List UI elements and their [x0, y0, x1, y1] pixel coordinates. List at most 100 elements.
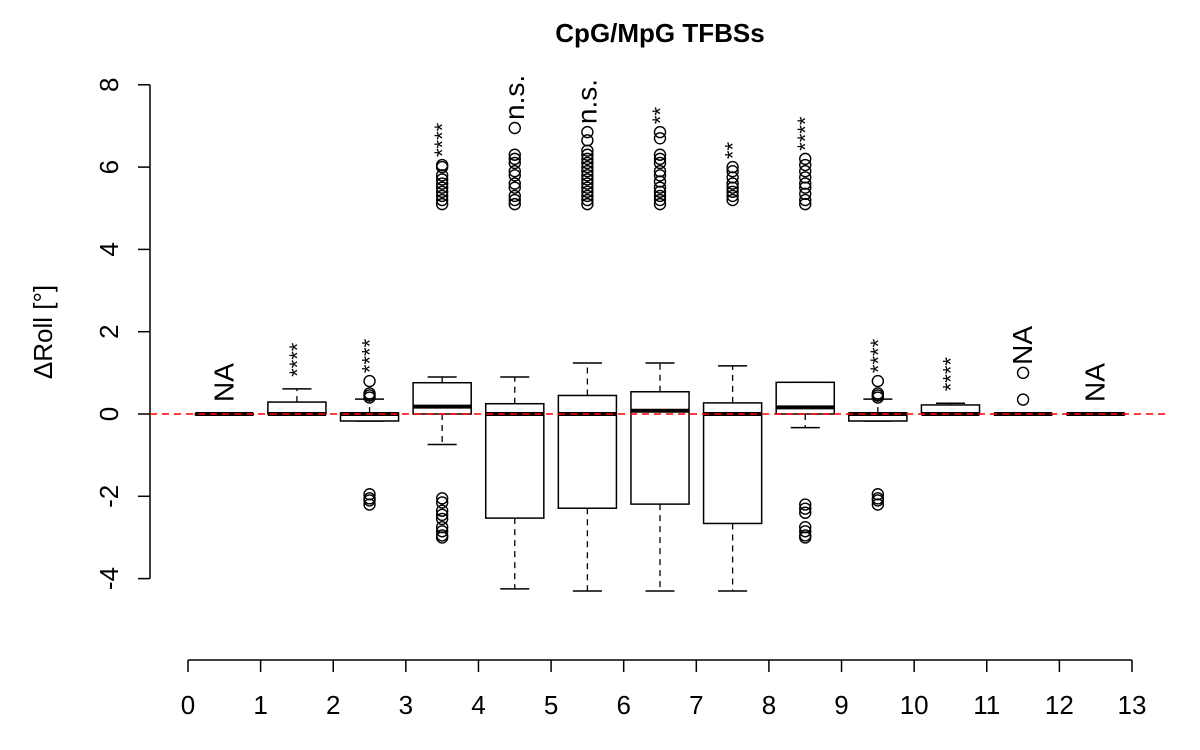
outlier-point [799, 502, 812, 515]
outlier-point [508, 193, 521, 207]
outlier-point [435, 504, 449, 517]
box-group [630, 125, 690, 592]
outlier-point [871, 374, 885, 388]
outlier-point [435, 177, 449, 190]
x-tick-label: 13 [1118, 690, 1147, 720]
outlier-point [508, 156, 521, 170]
box [630, 391, 690, 505]
outlier-point [653, 165, 667, 178]
y-tick-label: -2 [94, 485, 124, 508]
significance-annotation: NA [208, 363, 239, 402]
outlier-point [363, 488, 376, 501]
significance-annotation: ** [721, 142, 746, 160]
outlier-point [581, 173, 594, 186]
outlier-point [581, 181, 594, 194]
outlier-point [581, 169, 594, 182]
x-tick-label: 5 [544, 690, 558, 720]
outlier-point [653, 132, 667, 145]
y-tick-label: 8 [94, 78, 124, 92]
outlier-point [726, 185, 739, 198]
outlier-point [435, 181, 449, 194]
outlier-point [726, 177, 739, 190]
x-tick-label: 10 [900, 690, 929, 720]
box-group [412, 158, 472, 544]
outlier-point [435, 496, 449, 509]
outlier-point [581, 189, 594, 203]
outlier-point [435, 525, 449, 538]
outlier-point [871, 498, 885, 511]
outlier-point [363, 494, 376, 507]
significance-annotation: ** [648, 107, 673, 125]
outlier-point [581, 134, 594, 147]
outlier-point [581, 160, 594, 174]
outlier-point [871, 488, 885, 501]
outlier-point [653, 152, 667, 166]
outlier-point [508, 121, 521, 135]
outlier-point [653, 156, 667, 170]
outlier-point [726, 189, 739, 203]
x-tick-label: 4 [471, 690, 485, 720]
outlier-point [653, 193, 667, 207]
outlier-point [799, 531, 812, 544]
box [412, 381, 472, 415]
outlier-point [508, 197, 521, 211]
outlier-point [799, 197, 812, 211]
box [702, 402, 763, 525]
outlier-point [799, 181, 812, 194]
box-group [702, 160, 763, 592]
x-tick-label: 6 [616, 690, 630, 720]
outlier-point [1016, 366, 1030, 380]
outlier-point [799, 506, 812, 519]
outlier-point [435, 492, 449, 505]
outlier-point [653, 148, 667, 161]
outlier-point [726, 193, 739, 207]
outlier-point [653, 169, 667, 182]
box-group [848, 374, 908, 511]
outlier-point [435, 512, 449, 526]
outlier-point [435, 197, 449, 211]
box-group [775, 152, 836, 544]
y-tick-label: -4 [94, 567, 124, 590]
outlier-point [363, 387, 376, 400]
box-group [557, 125, 618, 592]
significance-annotation: n.s. [571, 79, 602, 124]
y-axis: -4 -2 0 2 4 6 8 [94, 78, 151, 590]
box-group [267, 388, 327, 416]
outlier-point [653, 185, 667, 198]
outlier-point [435, 193, 449, 207]
outlier-point [799, 520, 812, 534]
significance-annotation: NA [1007, 326, 1038, 365]
significance-annotation: **** [358, 338, 383, 373]
x-tick-label: 0 [181, 690, 195, 720]
outlier-point [726, 160, 739, 174]
outlier-point [435, 520, 449, 534]
outlier-point [435, 531, 449, 544]
outlier-point [508, 152, 521, 166]
x-axis: 0 1 2 3 4 5 6 7 8 9 10 11 12 13 [181, 659, 1147, 720]
outlier-point [726, 171, 739, 184]
outlier-point [435, 173, 449, 186]
x-tick-label: 12 [1045, 690, 1074, 720]
outlier-point [726, 165, 739, 178]
box-group [484, 121, 545, 590]
outlier-point [435, 158, 449, 172]
outlier-point [581, 197, 594, 211]
x-tick-label: 2 [326, 690, 340, 720]
x-tick-label: 8 [762, 690, 776, 720]
outlier-point [653, 175, 667, 188]
significance-annotation: **** [430, 122, 455, 157]
box-group [993, 366, 1053, 416]
box [484, 402, 545, 519]
outlier-point [508, 181, 521, 194]
outlier-point [581, 156, 594, 170]
outlier-point [799, 525, 812, 538]
chart-title: CpG/MpG TFBSs [555, 18, 764, 48]
significance-annotation: NA [1080, 363, 1111, 402]
boxes [194, 121, 1126, 592]
outlier-point [581, 165, 594, 178]
outlier-point [508, 169, 521, 182]
outlier-point [581, 177, 594, 190]
outlier-point [581, 193, 594, 207]
outlier-point [799, 171, 812, 184]
